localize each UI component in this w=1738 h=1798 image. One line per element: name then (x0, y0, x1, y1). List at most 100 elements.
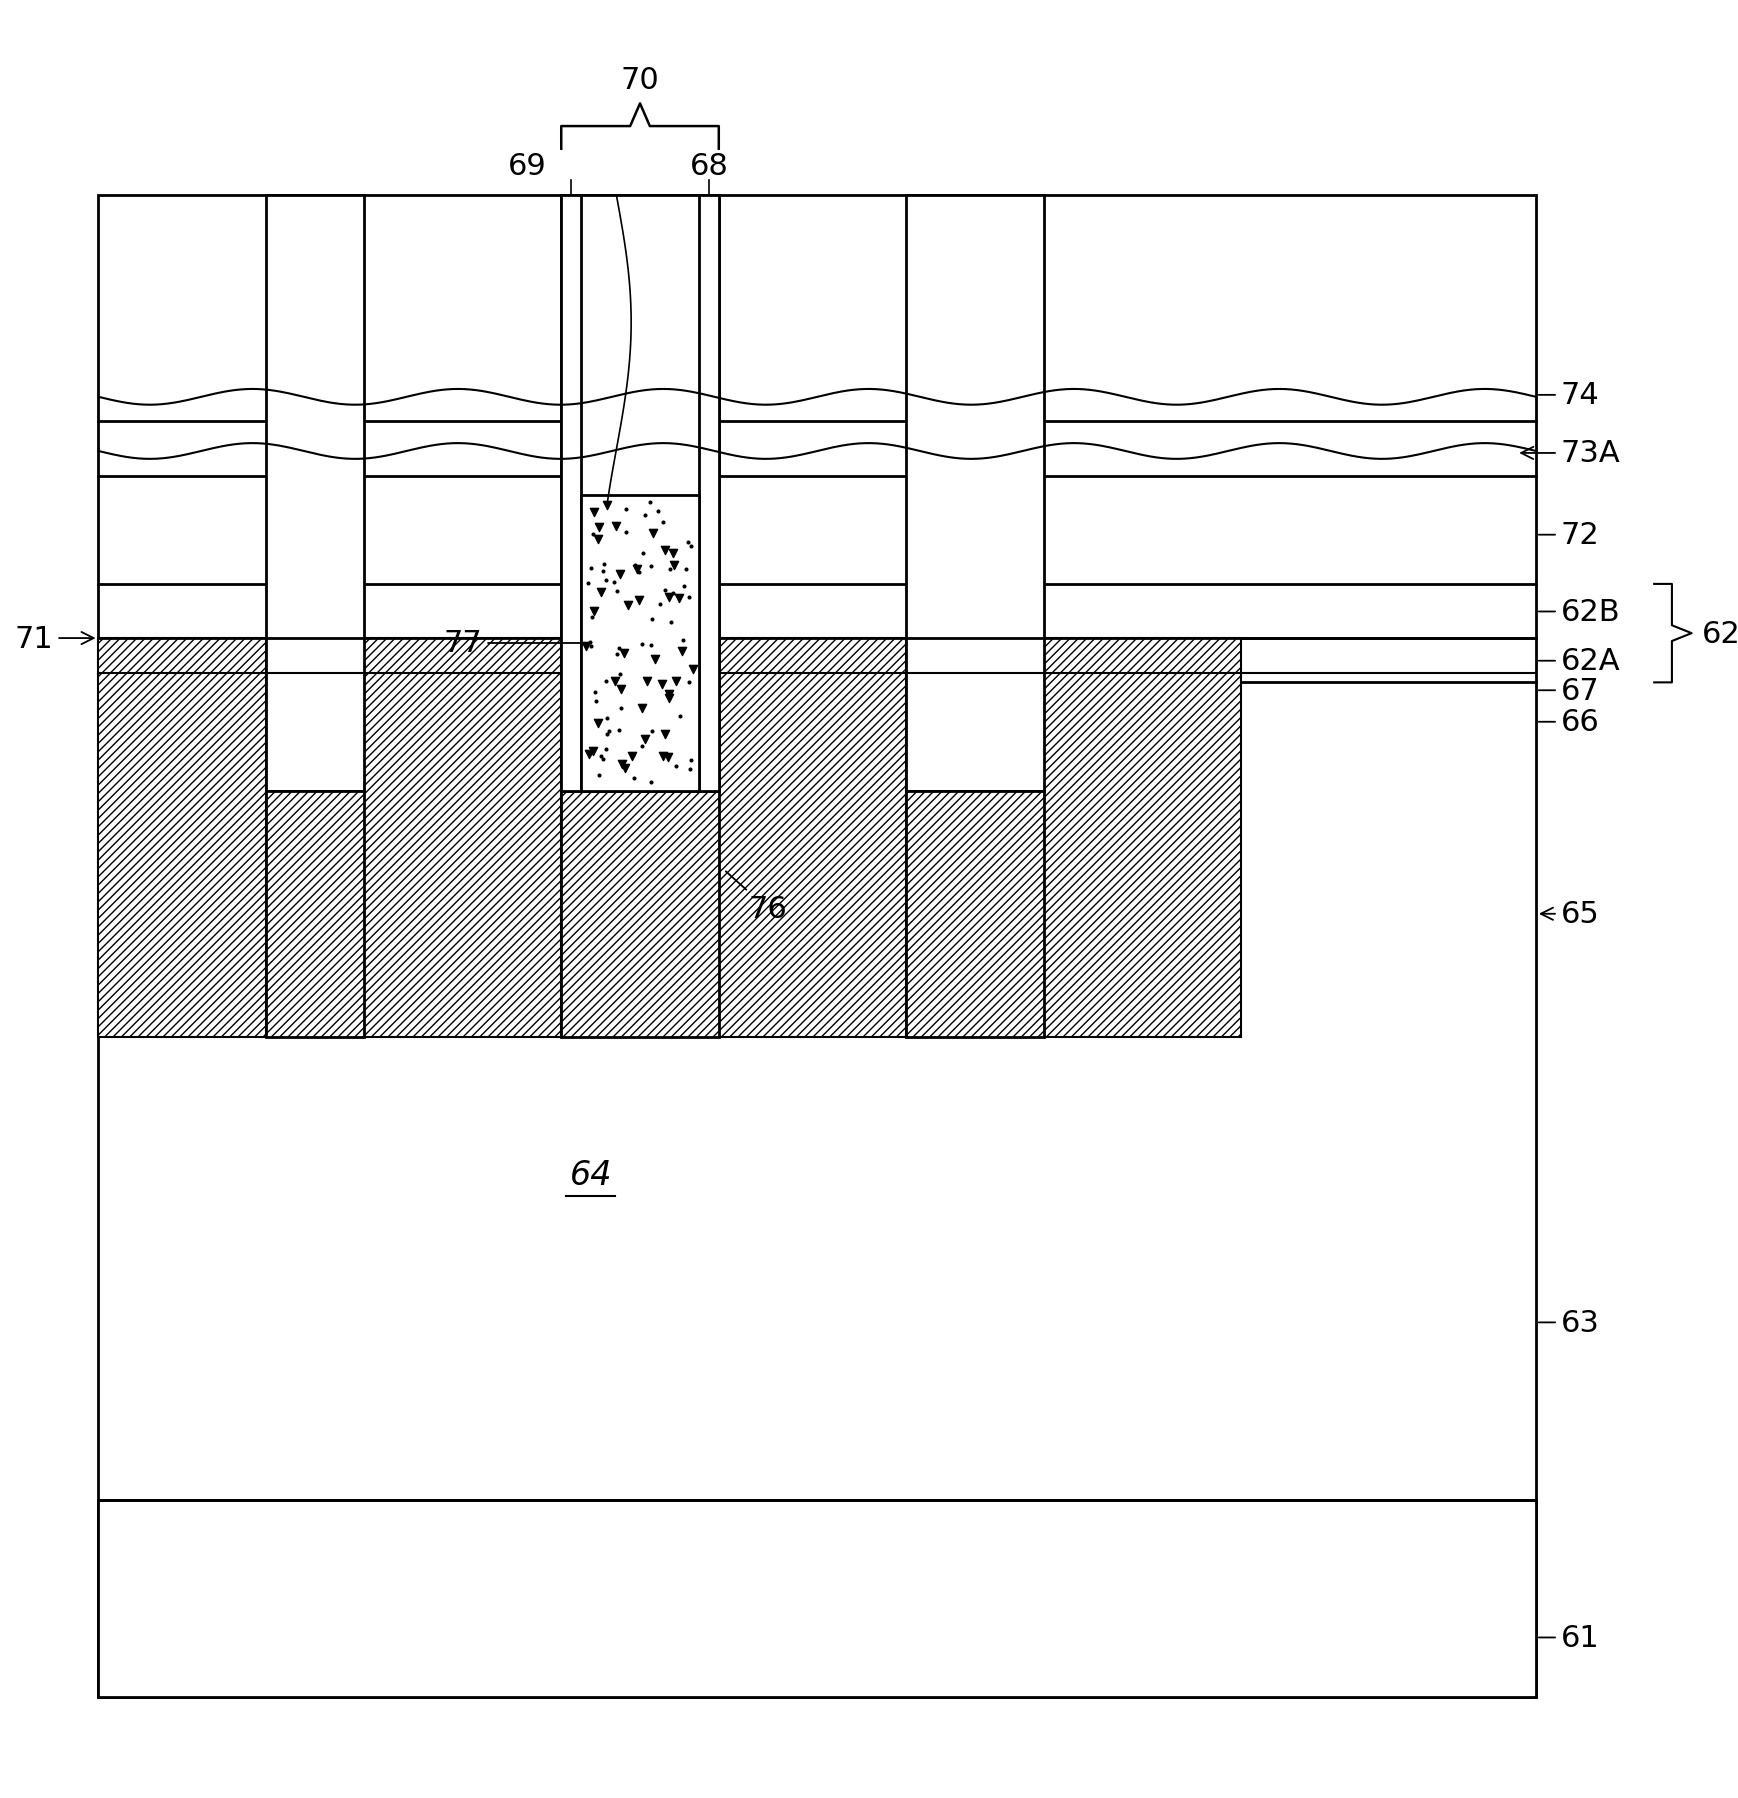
Point (610, 640, 638, 669)
Point (678, 746, 706, 775)
Point (652, 719, 680, 748)
Point (638, 552, 666, 581)
Text: 77: 77 (443, 629, 582, 658)
Text: 73A: 73A (1521, 439, 1620, 467)
Point (660, 552, 688, 581)
Bar (99, 1500, 1536, 1697)
Point (662, 667, 690, 696)
Point (648, 671, 676, 699)
Point (676, 755, 704, 784)
Point (587, 579, 615, 608)
Point (662, 752, 690, 780)
Point (593, 566, 620, 595)
Point (612, 496, 640, 525)
Text: 62: 62 (1702, 619, 1738, 649)
Point (603, 577, 631, 606)
Point (640, 520, 667, 548)
Point (643, 496, 671, 525)
Point (669, 626, 697, 654)
Point (631, 502, 659, 530)
Point (652, 536, 680, 565)
Bar (266, 791, 365, 1037)
Point (655, 583, 683, 611)
Point (591, 667, 619, 696)
Point (580, 498, 608, 527)
Point (582, 678, 610, 707)
Point (608, 750, 636, 779)
Text: 76: 76 (726, 872, 787, 924)
Text: 67: 67 (1538, 676, 1599, 705)
Point (579, 604, 607, 633)
Point (674, 669, 702, 698)
Text: 65: 65 (1542, 899, 1599, 930)
Point (584, 525, 612, 554)
Point (648, 509, 676, 538)
Text: 70: 70 (620, 67, 659, 95)
Bar (561, 196, 720, 791)
Point (653, 744, 681, 773)
Point (624, 556, 652, 584)
Point (607, 660, 634, 689)
Text: 64: 64 (570, 1158, 612, 1192)
Text: 69: 69 (507, 151, 546, 182)
Text: 68: 68 (690, 151, 728, 182)
Point (620, 764, 648, 793)
Text: 61: 61 (1538, 1624, 1599, 1652)
Point (666, 584, 693, 613)
Bar (99, 196, 1536, 1697)
Point (612, 518, 640, 547)
Bar (266, 196, 365, 791)
Point (627, 732, 655, 761)
Point (636, 631, 664, 660)
Bar (580, 496, 699, 791)
Point (593, 491, 620, 520)
Point (575, 629, 603, 658)
Point (580, 597, 608, 626)
Point (610, 753, 638, 782)
Point (605, 561, 633, 590)
Point (626, 559, 653, 588)
Point (652, 577, 680, 606)
Point (667, 638, 695, 667)
Point (674, 583, 702, 611)
Point (655, 556, 683, 584)
Text: 63: 63 (1538, 1309, 1599, 1338)
Point (673, 556, 700, 584)
Point (626, 586, 653, 615)
Text: 62B: 62B (1538, 597, 1620, 628)
Point (674, 529, 702, 557)
Point (629, 694, 657, 723)
Point (655, 680, 683, 708)
Point (629, 539, 657, 568)
Point (647, 590, 674, 619)
Bar (99, 638, 266, 1037)
Point (586, 512, 614, 541)
Point (593, 735, 620, 764)
Text: 74: 74 (1538, 381, 1599, 410)
Bar (1045, 638, 1241, 1037)
Text: 62A: 62A (1538, 647, 1620, 676)
Point (603, 640, 631, 669)
Bar (905, 791, 1045, 1037)
Point (587, 743, 615, 771)
Point (579, 521, 607, 550)
Point (619, 743, 647, 771)
Point (579, 737, 607, 766)
Point (636, 768, 664, 797)
Point (650, 743, 678, 771)
Point (589, 746, 617, 775)
Point (601, 667, 629, 696)
Bar (561, 196, 580, 791)
Bar (720, 638, 905, 1037)
Point (638, 606, 666, 635)
Point (657, 608, 685, 636)
Point (607, 674, 634, 703)
Bar (905, 196, 1045, 791)
Point (605, 635, 633, 663)
Point (584, 708, 612, 737)
Point (603, 512, 631, 541)
Point (594, 719, 622, 748)
Point (594, 717, 622, 746)
Point (627, 629, 655, 658)
Point (605, 716, 633, 744)
